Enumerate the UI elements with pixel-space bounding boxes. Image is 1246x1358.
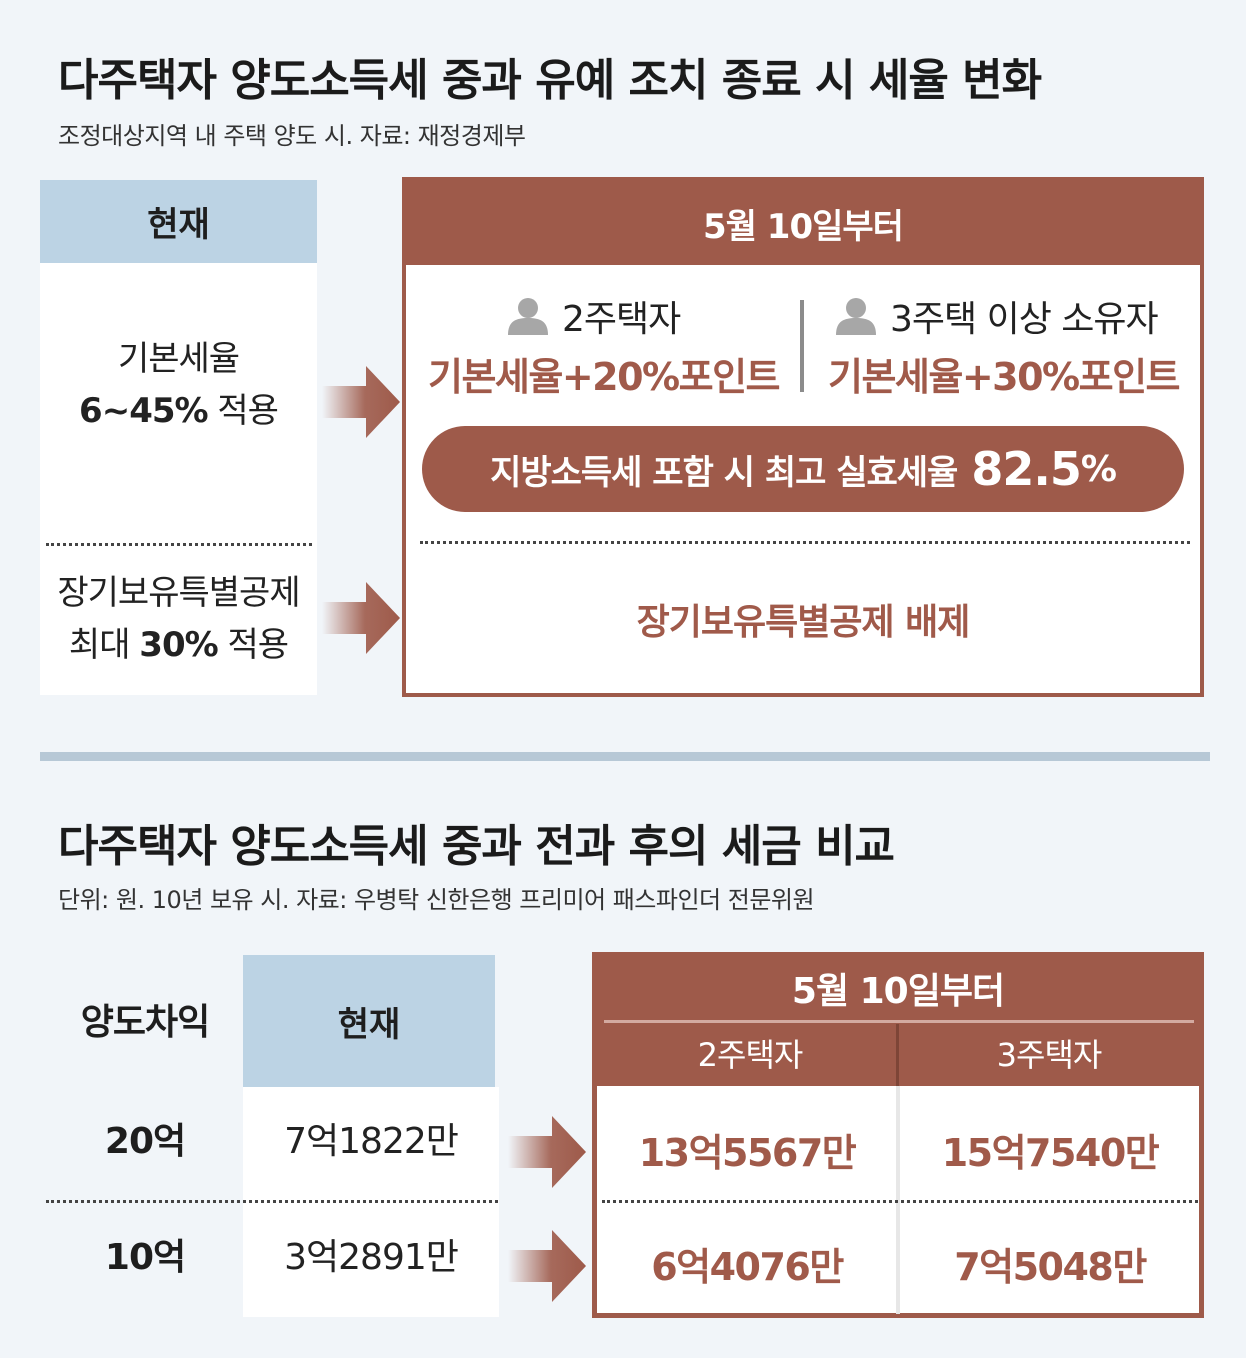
current-header-2: 현재 bbox=[243, 955, 495, 1087]
current-deduction-prefix: 최대 bbox=[68, 625, 140, 665]
row-divider-right bbox=[602, 1200, 1198, 1203]
after-header-rule bbox=[604, 1020, 1194, 1023]
section2-title: 다주택자 양도소득세 중과 전과 후의 세금 비교 bbox=[58, 821, 895, 872]
current-row-2: 3억2891만 bbox=[243, 1226, 499, 1282]
current-rate-value: 6~45% bbox=[79, 391, 209, 431]
current-rate: 기본세율 6~45% 적용 bbox=[40, 333, 317, 437]
row-divider-left bbox=[46, 1200, 498, 1203]
two-homes-label: 2주택자 bbox=[508, 290, 681, 342]
section1-title: 다주택자 양도소득세 중과 유예 조치 종료 시 세율 변화 bbox=[58, 55, 1042, 106]
current-divider bbox=[46, 543, 312, 546]
max-rate-value: 82.5 bbox=[971, 442, 1081, 496]
two-homes-row-2: 6억4076만 bbox=[651, 1245, 844, 1289]
two-homes-row-1: 13억5567만 bbox=[638, 1131, 857, 1175]
after-header: 5월 10일부터 bbox=[406, 181, 1200, 265]
max-rate-unit: % bbox=[1080, 448, 1117, 490]
column-separator bbox=[800, 300, 804, 392]
section1-subtitle: 조정대상지역 내 주택 양도 시. 자료: 재정경제부 bbox=[58, 122, 526, 150]
current-header: 현재 bbox=[40, 180, 317, 263]
person-icon bbox=[508, 298, 548, 335]
arrow-right-icon bbox=[508, 1116, 586, 1188]
max-rate-text: 지방소득세 포함 시 최고 실효세율 bbox=[490, 452, 958, 493]
max-rate-pill: 지방소득세 포함 시 최고 실효세율 82.5% bbox=[422, 426, 1184, 512]
col-three-homes: 3주택자 bbox=[996, 1036, 1103, 1074]
current-deduction-line2: 최대 30% 적용 bbox=[40, 619, 317, 671]
two-homes-rate: 기본세율+20%포인트 bbox=[428, 355, 781, 399]
section-divider bbox=[40, 752, 1210, 761]
gain-row-1: 20억 bbox=[104, 1121, 186, 1162]
three-homes-label-text: 3주택 이상 소유자 bbox=[890, 299, 1159, 340]
two-homes-label-text: 2주택자 bbox=[562, 299, 681, 340]
current-rate-line1: 기본세율 bbox=[117, 339, 240, 379]
after-deduction: 장기보유특별공제 배제 bbox=[636, 602, 971, 643]
three-homes-row-1: 15억7540만 bbox=[941, 1131, 1160, 1175]
current-deduction-line1: 장기보유특별공제 bbox=[57, 573, 300, 613]
gain-row-2: 10억 bbox=[104, 1237, 186, 1278]
after-table-title: 5월 10일부터 bbox=[791, 971, 1005, 1012]
arrow-right-icon bbox=[322, 582, 400, 654]
current-rate-suffix: 적용 bbox=[207, 391, 279, 431]
current-deduction-value: 30% bbox=[139, 625, 218, 665]
gain-header: 양도차익 bbox=[80, 1002, 210, 1043]
three-homes-row-2: 7억5048만 bbox=[954, 1245, 1147, 1289]
after-divider bbox=[420, 541, 1190, 544]
section2-subtitle: 단위: 원. 10년 보유 시. 자료: 우병탁 신한은행 프리미어 패스파인더… bbox=[58, 886, 815, 914]
current-deduction: 장기보유특별공제 최대 30% 적용 bbox=[40, 567, 317, 671]
current-deduction-suffix: 적용 bbox=[217, 625, 289, 665]
three-homes-rate: 기본세율+30%포인트 bbox=[828, 355, 1181, 399]
arrow-right-icon bbox=[508, 1230, 586, 1302]
current-rate-line2: 6~45% 적용 bbox=[40, 385, 317, 437]
col-two-homes: 2주택자 bbox=[697, 1036, 804, 1074]
three-homes-label: 3주택 이상 소유자 bbox=[836, 290, 1159, 342]
current-row-1: 7억1822만 bbox=[243, 1110, 499, 1166]
person-icon bbox=[836, 298, 876, 335]
arrow-right-icon bbox=[322, 366, 400, 438]
after-header-col-divider bbox=[896, 1024, 899, 1086]
current-body bbox=[40, 263, 317, 695]
